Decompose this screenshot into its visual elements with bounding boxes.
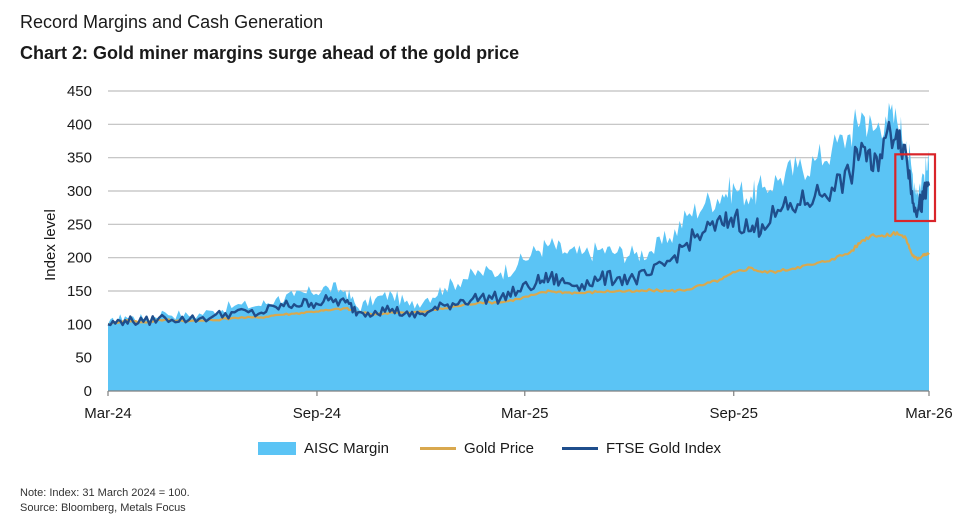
series-aisc-margin-area: [108, 102, 929, 391]
chart-source: Source: Bloomberg, Metals Focus: [20, 502, 186, 514]
y-tick-label: 300: [67, 183, 92, 200]
y-tick-label: 350: [67, 150, 92, 167]
chart-note: Note: Index: 31 March 2024 = 100.: [20, 487, 190, 499]
series-layer: [107, 102, 931, 391]
y-tick-label: 0: [84, 383, 92, 400]
y-tick-label: 450: [67, 83, 92, 100]
legend-label-aisc-margin: AISC Margin: [304, 440, 390, 457]
chart-canvas: 0 50 100 150 200 250 300 350 400 450 Mar-24 Sep-24 M…: [42, 83, 953, 422]
axes: 0 50 100 150 200 250 300 350 400 450 Mar-24 Sep-24 M…: [67, 83, 953, 422]
highlight-box: [894, 153, 937, 223]
series-ftse-gold-index-line: [107, 120, 931, 327]
x-tick-label: Mar-26: [905, 405, 953, 422]
y-axis-label: Index level: [42, 209, 59, 281]
legend-swatch-gold-price: [420, 447, 456, 450]
y-tick-label: 100: [67, 316, 92, 333]
legend-label-gold-price: Gold Price: [464, 440, 535, 457]
legend-swatch-aisc-margin: [258, 442, 296, 455]
chart-title: Record Margins and Cash Generation: [20, 12, 324, 32]
y-tick-label: 50: [75, 350, 92, 367]
y-tick-label: 250: [67, 216, 92, 233]
legend-swatch-ftse-gold-index: [562, 447, 598, 450]
x-tick-label: Sep-25: [710, 405, 758, 422]
legend-label-ftse-gold-index: FTSE Gold Index: [606, 440, 722, 457]
legend: AISC Margin Gold Price FTSE Gold Index: [0, 440, 975, 462]
series-gold-price-line: [107, 231, 930, 326]
y-tick-label: 400: [67, 116, 92, 133]
highlight-rectangle: [894, 153, 937, 223]
chart-subtitle: Chart 2: Gold miner margins surge ahead …: [20, 43, 520, 63]
legend-item-aisc-margin: AISC Margin: [258, 440, 389, 457]
x-tick-label: Mar-25: [501, 405, 549, 422]
legend-item-ftse-gold-index: FTSE Gold Index: [562, 440, 721, 457]
legend-item-gold-price: Gold Price: [420, 440, 534, 457]
x-tick-label: Mar-24: [84, 405, 132, 422]
x-tick-label: Sep-24: [293, 405, 341, 422]
y-tick-label: 150: [67, 283, 92, 300]
y-tick-label: 200: [67, 250, 92, 267]
